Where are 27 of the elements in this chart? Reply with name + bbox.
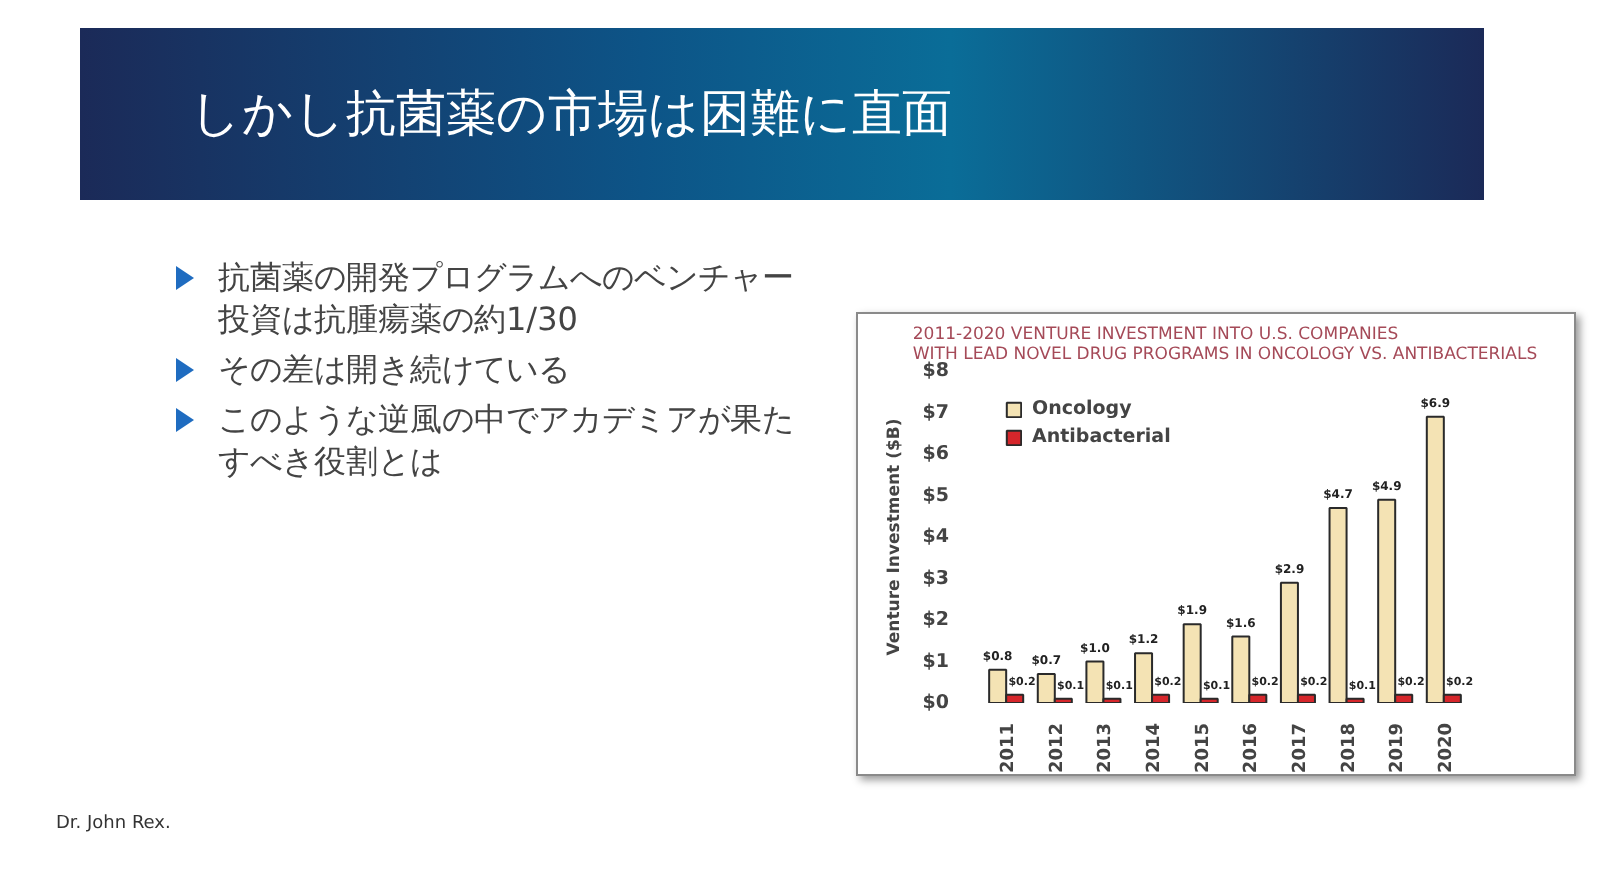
- y-tick-label: $5: [922, 484, 950, 507]
- x-tick-label: 2017: [1290, 722, 1311, 774]
- y-tick-label: $8: [922, 360, 950, 382]
- x-tick-label: 2019: [1388, 722, 1409, 774]
- y-axis-title: Venture Investment ($B): [884, 418, 905, 656]
- x-tick-label: 2013: [1096, 722, 1117, 774]
- x-tick-label: 2016: [1242, 722, 1263, 774]
- text: 抗菌薬の開発プログラムへのベンチャー投資は抗腫瘍薬の約1/30: [218, 256, 796, 340]
- legend-label: Antibacterial: [1032, 426, 1171, 448]
- x-tick-label: 2011: [999, 722, 1020, 774]
- y-tick-label: $0: [922, 692, 950, 714]
- x-tick-label: 2012: [1047, 722, 1068, 774]
- text: このような逆風の中でアカデミアが果たすべき役割とは: [218, 398, 796, 482]
- y-tick-label: $7: [922, 401, 950, 424]
- x-tick-label: 2015: [1193, 722, 1214, 774]
- y-tick-label: $3: [922, 567, 950, 590]
- y-tick-label: $6: [922, 443, 950, 465]
- text: その差は開き続けている: [218, 348, 572, 390]
- chart-title: しかし抗菌薬の市場は困難に直面: [190, 84, 952, 142]
- x-tick-label: 2020: [1436, 722, 1457, 774]
- x-tick-label: 2018: [1339, 722, 1360, 774]
- y-tick-label: $4: [922, 526, 950, 548]
- text: Dr. John Rex.: [56, 812, 171, 838]
- x-tick-label: 2014: [1145, 722, 1166, 774]
- y-tick-label: $1: [922, 650, 950, 673]
- y-tick-label: $2: [922, 609, 950, 631]
- legend-label: Oncology: [1032, 398, 1132, 420]
